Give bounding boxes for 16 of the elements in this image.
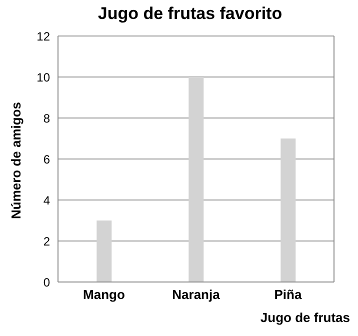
y-tick-label: 0 xyxy=(43,275,50,290)
x-tick-label: Piña xyxy=(274,287,302,302)
y-tick-label: 10 xyxy=(36,70,50,84)
x-tick-label: Mango xyxy=(83,287,125,302)
y-tick-label: 8 xyxy=(43,111,50,126)
bar xyxy=(280,138,296,282)
y-tick-label: 4 xyxy=(43,193,50,208)
y-axis-title: Número de amigos xyxy=(8,102,24,219)
bar xyxy=(96,220,112,282)
y-tick-label: 12 xyxy=(36,29,50,44)
y-tick-label: 6 xyxy=(43,152,50,166)
chart-title: Jugo de frutas favorito xyxy=(96,4,284,24)
x-axis-title: Jugo de frutas xyxy=(260,310,350,325)
y-tick-label: 2 xyxy=(43,234,50,248)
x-tick-label: Naranja xyxy=(172,287,221,302)
bar xyxy=(188,77,204,282)
